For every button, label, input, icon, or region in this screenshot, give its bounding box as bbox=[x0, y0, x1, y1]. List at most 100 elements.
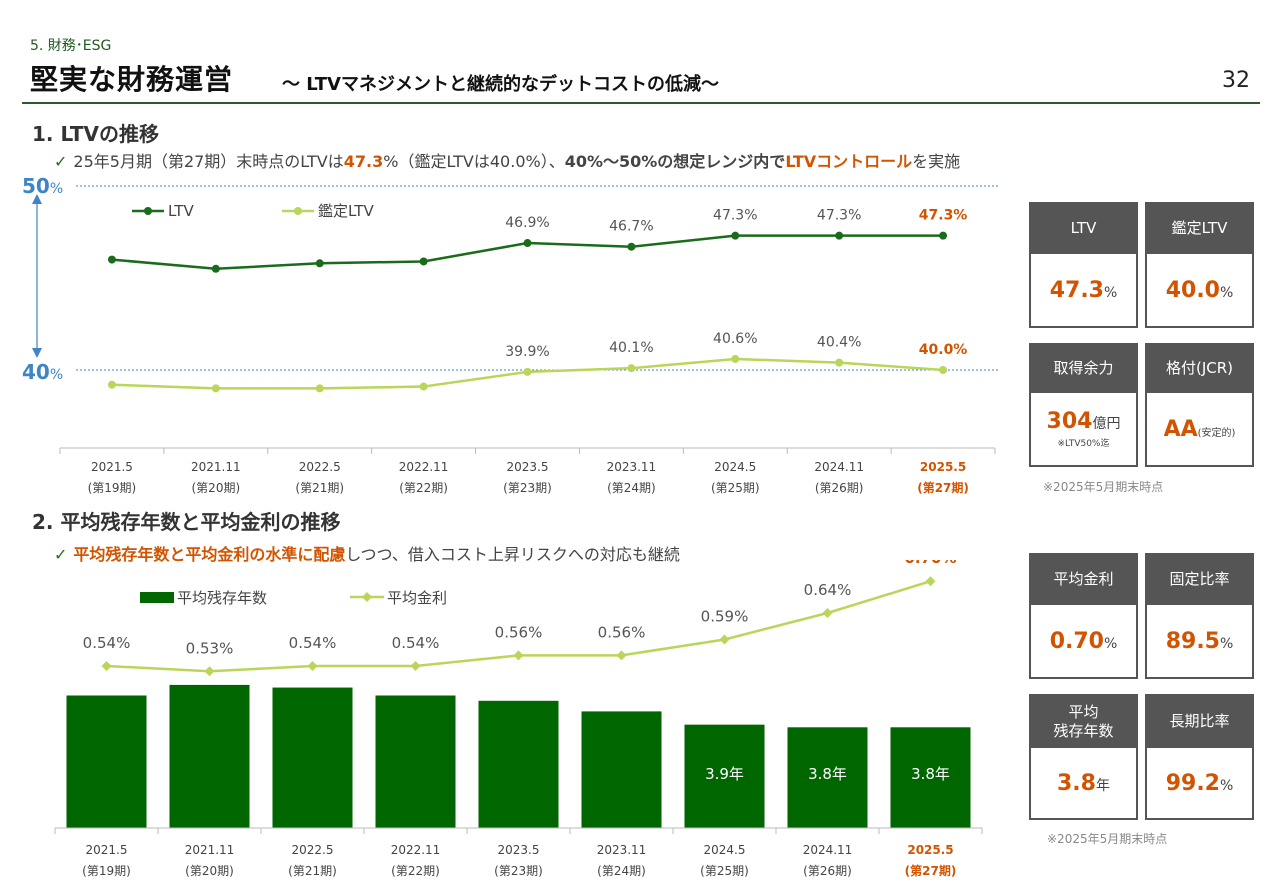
ltv-bullet-range: 40%～50%の想定レンジ内で bbox=[564, 152, 786, 171]
rate-bullet-text: しつつ、借入コスト上昇リスクへの対応も継続 bbox=[345, 545, 680, 564]
data-point-ltv bbox=[107, 255, 116, 264]
ltv-x-tick-sublabel: (第26期) bbox=[815, 481, 864, 495]
data-point-appraisal-ltv bbox=[731, 354, 740, 363]
data-label: 0.54% bbox=[392, 634, 440, 652]
kpi-avg-interest: 平均金利 0.70% bbox=[1029, 553, 1138, 679]
ltv-x-tick-sublabel: (第20期) bbox=[192, 481, 241, 495]
rate-x-tick-sublabel: (第22期) bbox=[391, 864, 440, 878]
kpi-value: AA(安定的) bbox=[1163, 416, 1236, 442]
ltv-x-tick-sublabel: (第22期) bbox=[399, 481, 448, 495]
bar-avg-remaining-years bbox=[684, 724, 765, 828]
data-point-ltv bbox=[523, 239, 532, 248]
ltv-bullet-value: 47.3 bbox=[343, 152, 384, 171]
data-point-ltv bbox=[835, 231, 844, 240]
data-point-appraisal-ltv bbox=[523, 367, 532, 376]
kpi-label: 平均金利 bbox=[1031, 555, 1136, 605]
kpi-label: LTV bbox=[1031, 204, 1136, 254]
page-title: 堅実な財務運営 bbox=[30, 63, 234, 96]
bar-avg-remaining-years bbox=[890, 727, 971, 828]
bottom-kpi-note: ※2025年5月期末時点 bbox=[1047, 832, 1168, 846]
ltv-bullet-text-1: 25年5月期（第27期）末時点のLTVは bbox=[73, 152, 344, 171]
data-label: 40.1% bbox=[609, 340, 653, 356]
data-label: 40.4% bbox=[817, 335, 861, 351]
data-point-avg-interest bbox=[101, 661, 112, 671]
data-point-avg-interest bbox=[822, 608, 833, 618]
kpi-value: 304億円 ※LTV50%迄 bbox=[1046, 409, 1121, 449]
data-point-appraisal-ltv bbox=[107, 380, 116, 389]
ltv-x-tick-label: 2022.11 bbox=[399, 460, 449, 474]
data-label: 0.64% bbox=[804, 581, 852, 599]
check-icon: ✓ bbox=[54, 152, 68, 171]
bar-label: 3.8年 bbox=[808, 765, 847, 783]
rate-x-tick-label: 2022.11 bbox=[391, 843, 441, 857]
rate-bullet: ✓ 平均残存年数と平均金利の水準に配慮しつつ、借入コスト上昇リスクへの対応も継続 bbox=[54, 541, 680, 565]
kpi-rating: 格付(JCR) AA(安定的) bbox=[1145, 343, 1254, 467]
rate-x-tick-label: 2022.5 bbox=[292, 843, 334, 857]
data-point-ltv bbox=[211, 264, 220, 273]
rate-x-tick-label: 2023.11 bbox=[597, 843, 647, 857]
data-point-appraisal-ltv bbox=[939, 366, 948, 374]
bar-avg-remaining-years bbox=[169, 684, 250, 828]
legend-label: 平均金利 bbox=[387, 589, 447, 607]
kpi-value: 89.5% bbox=[1165, 628, 1234, 654]
range-arrow-up bbox=[32, 194, 42, 204]
data-point-avg-interest bbox=[616, 650, 627, 661]
range-bottom-label: 40% bbox=[22, 360, 64, 384]
ltv-x-tick-label: 2024.11 bbox=[814, 460, 864, 474]
kpi-label: 取得余力 bbox=[1031, 345, 1136, 393]
ltv-x-tick-label: 2023.11 bbox=[607, 460, 657, 474]
data-label: 0.54% bbox=[289, 634, 337, 652]
data-label: 47.3% bbox=[713, 208, 757, 224]
bar-avg-remaining-years bbox=[66, 695, 147, 828]
ltv-bullet-control: LTVコントロール bbox=[785, 152, 913, 171]
page-number: 32 bbox=[1222, 68, 1250, 93]
rate-x-tick-label: 2021.5 bbox=[86, 843, 128, 857]
kpi-appraisal-ltv: 鑑定LTV 40.0% bbox=[1145, 202, 1254, 328]
rate-section-heading: 2. 平均残存年数と平均金利の推移 bbox=[32, 510, 341, 534]
data-label: 46.9% bbox=[505, 215, 549, 231]
data-label: 0.56% bbox=[495, 623, 543, 641]
rate-x-tick-sublabel: (第25期) bbox=[700, 864, 749, 878]
page-subtitle: ～ LTVマネジメントと継続的なデットコストの低減～ bbox=[282, 74, 719, 95]
data-label: 40.6% bbox=[713, 331, 757, 347]
rate-x-tick-sublabel: (第27期) bbox=[905, 863, 957, 878]
kpi-label: 固定比率 bbox=[1147, 555, 1252, 605]
data-point-appraisal-ltv bbox=[211, 384, 220, 393]
kpi-value: 0.70% bbox=[1049, 628, 1118, 654]
legend-marker bbox=[144, 207, 152, 215]
ltv-x-tick-sublabel: (第27期) bbox=[917, 480, 969, 495]
data-point-ltv bbox=[419, 257, 428, 266]
rate-x-tick-label: 2024.11 bbox=[803, 843, 853, 857]
kpi-value: 99.2% bbox=[1165, 770, 1234, 796]
kpi-ltv: LTV 47.3% bbox=[1029, 202, 1138, 328]
kpi-avg-remaining-years: 平均 残存年数 3.8年 bbox=[1029, 694, 1138, 820]
data-point-avg-interest bbox=[513, 650, 524, 661]
kpi-label: 鑑定LTV bbox=[1147, 204, 1252, 254]
bar-avg-remaining-years bbox=[478, 700, 559, 828]
data-point-avg-interest bbox=[719, 634, 730, 645]
legend-label: 鑑定LTV bbox=[318, 202, 374, 220]
rate-x-tick-sublabel: (第19期) bbox=[82, 864, 131, 878]
data-point-appraisal-ltv bbox=[315, 384, 324, 393]
data-label: 47.3% bbox=[817, 208, 861, 224]
bar-avg-remaining-years bbox=[375, 695, 456, 828]
legend-label: LTV bbox=[168, 202, 194, 220]
ltv-x-tick-sublabel: (第25期) bbox=[711, 481, 760, 495]
ltv-x-tick-sublabel: (第21期) bbox=[295, 481, 344, 495]
data-point-ltv bbox=[315, 259, 324, 268]
ltv-section-heading: 1. LTVの推移 bbox=[32, 122, 160, 146]
rate-x-tick-label: 2024.5 bbox=[704, 843, 746, 857]
ltv-x-tick-sublabel: (第23期) bbox=[503, 481, 552, 495]
data-point-ltv bbox=[627, 242, 636, 251]
data-point-avg-interest bbox=[410, 661, 421, 671]
kpi-label: 格付(JCR) bbox=[1147, 345, 1252, 393]
bar-label: 3.8年 bbox=[911, 765, 950, 783]
data-point-ltv bbox=[939, 231, 948, 240]
rate-x-tick-label: 2025.5 bbox=[907, 843, 953, 857]
rate-x-tick-sublabel: (第26期) bbox=[803, 864, 852, 878]
kpi-fixed-ratio: 固定比率 89.5% bbox=[1145, 553, 1254, 679]
rate-x-tick-label: 2023.5 bbox=[498, 843, 540, 857]
ltv-x-tick-label: 2021.11 bbox=[191, 460, 241, 474]
title-divider bbox=[22, 102, 1260, 104]
rate-x-tick-sublabel: (第23期) bbox=[494, 864, 543, 878]
